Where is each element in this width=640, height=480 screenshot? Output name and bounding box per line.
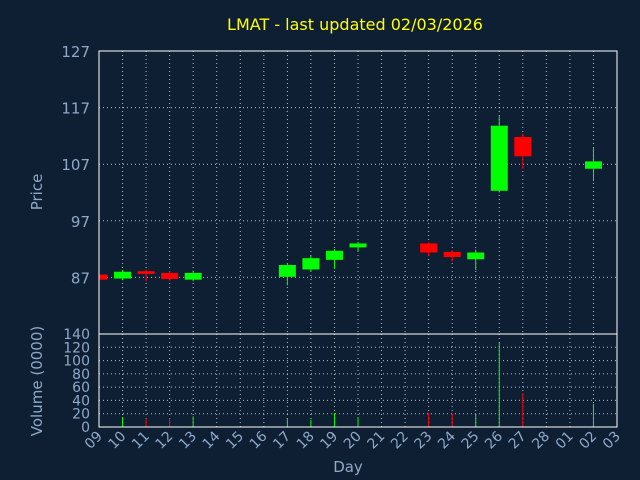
volume-y-tick-label: 0 — [81, 420, 90, 436]
candle — [278, 263, 296, 286]
candle-body — [325, 250, 343, 260]
chart-title: LMAT - last updated 02/03/2026 — [227, 15, 483, 34]
candle — [349, 241, 367, 252]
candle-body — [420, 243, 438, 253]
volume-y-tick-label: 60 — [72, 380, 90, 396]
candle — [302, 255, 320, 272]
volume-axis-label: Volume (0000) — [28, 326, 46, 436]
candle-body — [467, 252, 485, 260]
volume-y-tick-label: 40 — [72, 393, 90, 409]
candle-body — [443, 251, 461, 258]
candle-body — [584, 161, 602, 169]
x-axis-label: Day — [333, 458, 363, 476]
volume-y-tick-label: 140 — [63, 327, 90, 343]
candle-body — [302, 258, 320, 270]
candle — [584, 147, 602, 182]
candles — [98, 116, 602, 286]
candle-body — [114, 271, 132, 279]
volume-y-tick-label: 80 — [72, 367, 90, 383]
candle — [443, 250, 461, 262]
candle-body — [278, 264, 296, 277]
candle — [467, 249, 485, 271]
volume-y-tick-label: 100 — [63, 354, 90, 370]
price-y-tick-label: 117 — [61, 100, 90, 118]
candle-body — [490, 125, 508, 191]
candle — [184, 270, 202, 282]
candle-body — [184, 272, 202, 280]
candle — [325, 249, 343, 269]
candle — [137, 269, 155, 282]
candle — [490, 116, 508, 193]
price-y-tick-label: 127 — [61, 43, 90, 61]
candle-body — [99, 274, 108, 280]
candle-body — [137, 271, 155, 275]
volume-y-tick-label: 120 — [63, 340, 90, 356]
candle — [161, 271, 179, 281]
candle — [514, 133, 532, 169]
volume-y-tick-label: 20 — [72, 407, 90, 423]
candle — [420, 242, 438, 256]
price-y-tick-label: 97 — [71, 213, 90, 231]
price-axis-label: Price — [28, 174, 46, 211]
candle-body — [514, 137, 532, 157]
price-y-tick-label: 87 — [71, 269, 90, 287]
candle-body — [161, 272, 179, 280]
candle-body — [349, 243, 367, 248]
volume-bars — [122, 341, 594, 427]
price-y-tick-label: 107 — [61, 156, 90, 174]
price-y-ticks: 87 97 107 117 127 — [61, 43, 90, 287]
x-ticks: 09 10 11 12 13 14 15 16 17 18 19 20 21 22 23 24 25 26 27 28… — [82, 428, 624, 452]
volume-plot-frame — [98, 333, 618, 428]
candle — [114, 270, 132, 281]
